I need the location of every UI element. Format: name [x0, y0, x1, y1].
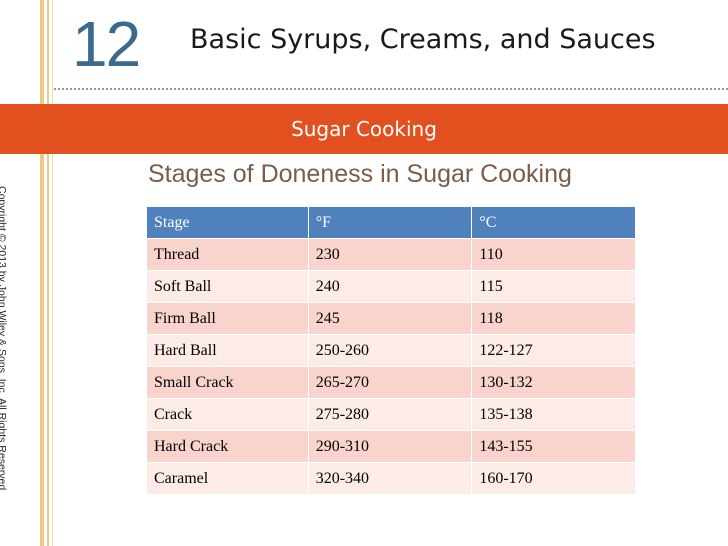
section-bar [0, 104, 728, 154]
table-row: Caramel 320-340 160-170 [146, 462, 636, 495]
table-row: Thread 230 110 [146, 238, 636, 271]
decorative-vertical-line [52, 0, 53, 546]
section-title: Sugar Cooking [291, 117, 437, 141]
fahrenheit-cell: 230 [307, 238, 473, 271]
celsius-cell: 130-132 [471, 366, 636, 399]
table-row: Small Crack 265-270 130-132 [146, 366, 636, 399]
stage-cell: Hard Ball [146, 334, 309, 367]
decorative-vertical-line [40, 0, 44, 546]
celsius-cell: 160-170 [471, 462, 636, 495]
table-row: Crack 275-280 135-138 [146, 398, 636, 431]
fahrenheit-cell: 240 [307, 270, 473, 303]
fahrenheit-cell: 290-310 [307, 430, 473, 463]
table-row: Hard Crack 290-310 143-155 [146, 430, 636, 463]
celsius-cell: 118 [471, 302, 636, 335]
fahrenheit-cell: 250-260 [307, 334, 473, 367]
celsius-cell: 143-155 [471, 430, 636, 463]
copyright-notice: Copyright © 2013 by John Wiley & Sons, I… [0, 186, 8, 491]
fahrenheit-cell: 265-270 [307, 366, 473, 399]
stage-cell: Small Crack [146, 366, 309, 399]
doneness-table: Stage °F °C Thread 230 110 Soft Ball 240… [146, 206, 636, 495]
column-header-fahrenheit: °F [307, 206, 473, 239]
fahrenheit-cell: 320-340 [307, 462, 473, 495]
column-header-celsius: °C [471, 206, 636, 239]
table-row: Hard Ball 250-260 122-127 [146, 334, 636, 367]
celsius-cell: 115 [471, 270, 636, 303]
table-row: Firm Ball 245 118 [146, 302, 636, 335]
decorative-vertical-line [47, 0, 49, 546]
chapter-title: Basic Syrups, Creams, and Sauces [190, 24, 656, 55]
table-header-row: Stage °F °C [146, 206, 636, 239]
stage-cell: Soft Ball [146, 270, 309, 303]
slide-heading: Stages of Doneness in Sugar Cooking [148, 160, 572, 188]
fahrenheit-cell: 245 [307, 302, 473, 335]
stage-cell: Thread [146, 238, 309, 271]
celsius-cell: 135-138 [471, 398, 636, 431]
stage-cell: Hard Crack [146, 430, 309, 463]
chapter-number: 12 [72, 8, 141, 80]
celsius-cell: 122-127 [471, 334, 636, 367]
stage-cell: Caramel [146, 462, 309, 495]
table-row: Soft Ball 240 115 [146, 270, 636, 303]
stage-cell: Crack [146, 398, 309, 431]
column-header-stage: Stage [146, 206, 309, 239]
celsius-cell: 110 [471, 238, 636, 271]
stage-cell: Firm Ball [146, 302, 309, 335]
header-divider [54, 88, 728, 90]
fahrenheit-cell: 275-280 [307, 398, 473, 431]
